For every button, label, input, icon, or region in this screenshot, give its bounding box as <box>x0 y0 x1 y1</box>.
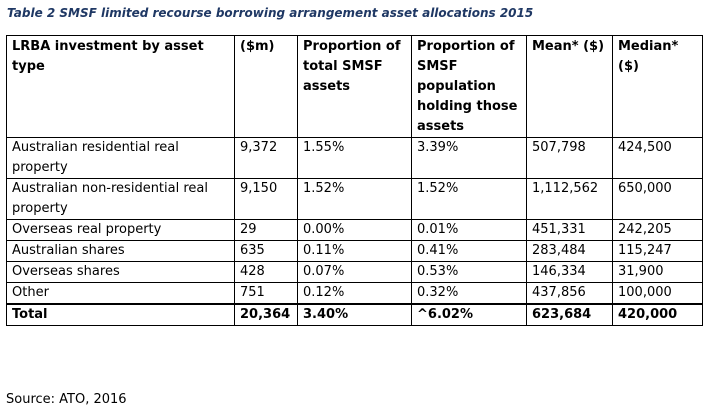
table-row: Australian shares 635 0.11% 0.41% 283,48… <box>6 240 703 262</box>
header-amount: ($m) <box>234 35 298 138</box>
cell-proportion-total-assets: 0.00% <box>297 219 412 241</box>
total-proportion-total-assets: 3.40% <box>297 303 412 326</box>
cell-amount: 428 <box>234 261 298 283</box>
cell-amount: 9,150 <box>234 178 298 220</box>
table-row: Other 751 0.12% 0.32% 437,856 100,000 <box>6 282 703 305</box>
table-row: Overseas real property 29 0.00% 0.01% 45… <box>6 219 703 241</box>
cell-asset-type: Australian shares <box>6 240 235 262</box>
cell-asset-type: Overseas real property <box>6 219 235 241</box>
header-row: LRBA investment by asset type ($m) Propo… <box>6 35 703 138</box>
header-mean: Mean* ($) <box>526 35 613 138</box>
total-label: Total <box>6 303 235 326</box>
cell-mean: 507,798 <box>526 137 613 179</box>
table-row: Overseas shares 428 0.07% 0.53% 146,334 … <box>6 261 703 283</box>
total-row: Total 20,364 3.40% ^6.02% 623,684 420,00… <box>6 303 703 326</box>
total-amount: 20,364 <box>234 303 298 326</box>
total-median: 420,000 <box>612 303 703 326</box>
cell-median: 31,900 <box>612 261 703 283</box>
cell-median: 424,500 <box>612 137 703 179</box>
header-asset-type: LRBA investment by asset type <box>6 35 235 138</box>
cell-proportion-population: 0.01% <box>411 219 527 241</box>
cell-amount: 29 <box>234 219 298 241</box>
lrba-asset-allocation-table: LRBA investment by asset type ($m) Propo… <box>6 35 703 326</box>
cell-mean: 146,334 <box>526 261 613 283</box>
cell-mean: 437,856 <box>526 282 613 305</box>
cell-proportion-total-assets: 1.55% <box>297 137 412 179</box>
table-row: Australian non-residential real property… <box>6 178 703 220</box>
cell-proportion-total-assets: 0.12% <box>297 282 412 305</box>
total-mean: 623,684 <box>526 303 613 326</box>
cell-proportion-total-assets: 0.11% <box>297 240 412 262</box>
cell-median: 115,247 <box>612 240 703 262</box>
header-median: Median* ($) <box>612 35 703 138</box>
cell-mean: 283,484 <box>526 240 613 262</box>
cell-mean: 451,331 <box>526 219 613 241</box>
cell-proportion-total-assets: 1.52% <box>297 178 412 220</box>
cell-asset-type: Australian non-residential real property <box>6 178 235 220</box>
total-proportion-population: ^6.02% <box>411 303 527 326</box>
cell-median: 242,205 <box>612 219 703 241</box>
cell-asset-type: Other <box>6 282 235 305</box>
cell-asset-type: Overseas shares <box>6 261 235 283</box>
header-proportion-population: Proportion of SMSF population holding th… <box>411 35 527 138</box>
source-note: Source: ATO, 2016 <box>6 392 127 407</box>
cell-amount: 635 <box>234 240 298 262</box>
table-row: Australian residential real property 9,3… <box>6 137 703 179</box>
table-caption: Table 2 SMSF limited recourse borrowing … <box>7 6 534 20</box>
cell-amount: 751 <box>234 282 298 305</box>
cell-proportion-population: 3.39% <box>411 137 527 179</box>
cell-proportion-population: 0.32% <box>411 282 527 305</box>
cell-asset-type: Australian residential real property <box>6 137 235 179</box>
cell-amount: 9,372 <box>234 137 298 179</box>
cell-proportion-total-assets: 0.07% <box>297 261 412 283</box>
cell-proportion-population: 0.41% <box>411 240 527 262</box>
cell-proportion-population: 0.53% <box>411 261 527 283</box>
cell-median: 100,000 <box>612 282 703 305</box>
cell-proportion-population: 1.52% <box>411 178 527 220</box>
cell-mean: 1,112,562 <box>526 178 613 220</box>
cell-median: 650,000 <box>612 178 703 220</box>
header-proportion-total-assets: Proportion of total SMSF assets <box>297 35 412 138</box>
